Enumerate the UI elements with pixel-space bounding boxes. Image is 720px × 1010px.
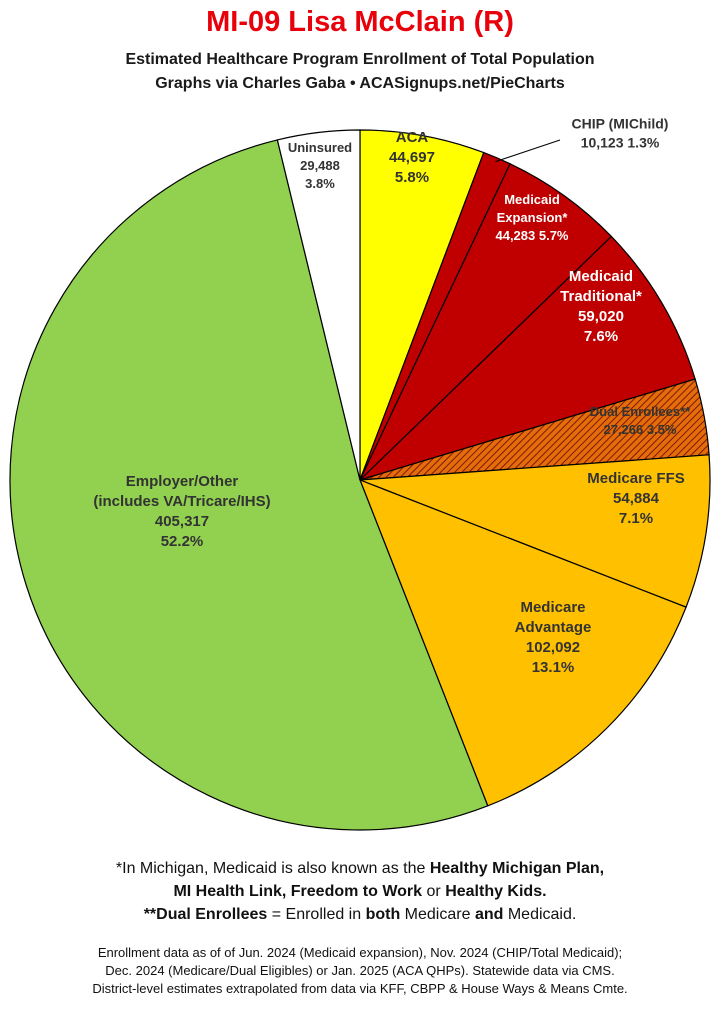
pie-slice-medicare-advantage — [358, 478, 687, 807]
source-line1: Enrollment data as of of Jun. 2024 (Medi… — [97, 945, 623, 960]
footnote-dual-enrollees: **Dual Enrollees = Enrolled in both Medi… — [0, 903, 720, 926]
footnote2-freedom-to-work: Freedom to Work — [290, 883, 423, 900]
slice-label-medicaid-traditional: Medicaid Traditional* 59,020 7.6% — [560, 268, 642, 345]
footnote3-both: both — [365, 906, 401, 923]
footnote-medicaid-programs: MI Health Link, Freedom to Work or Healt… — [0, 880, 720, 903]
footnote3-text1: = Enrolled in — [267, 906, 366, 923]
footnote1-text: *In Michigan, Medicaid is also known as … — [115, 860, 430, 877]
chart-title: MI-09 Lisa McClain (R) — [206, 6, 514, 38]
slice-label-chip-michild: CHIP (MIChild) 10,123 1.3% — [572, 116, 669, 151]
source-line2: Dec. 2024 (Medicare/Dual Eligibles) or J… — [105, 963, 615, 978]
slice-label-dual-enrollees: Dual Enrollees** 27,266 3.5% — [590, 404, 691, 437]
chart-subtitle-line1: Estimated Healthcare Program Enrollment … — [125, 51, 595, 68]
footnote2-comma: , — [281, 883, 291, 900]
source-line3: District-level estimates extrapolated fr… — [92, 981, 628, 996]
slice-label-aca: ACA 44,697 5.8% — [389, 129, 435, 186]
chart-subtitle-line2: Graphs via Charles Gaba • ACASignups.net… — [155, 75, 565, 92]
leader-line-chip-michild — [495, 139, 561, 163]
pie-slice-medicaid-expansion — [359, 163, 613, 481]
pie-slice-uninsured — [276, 129, 361, 481]
slice-label-employer-other-includes-va-tricare-ihs: Employer/Other (includes VA/Tricare/IHS) 4… — [93, 473, 270, 550]
footnote3-and: and — [474, 906, 504, 923]
pie-slice-aca — [359, 129, 485, 481]
pie-slice-medicaid-traditional — [359, 235, 696, 481]
footnote3-term: **Dual Enrollees — [143, 906, 268, 923]
pie-slice-employer-other-includes-va-tricare-ihs — [9, 139, 489, 831]
slice-label-medicare-advantage: Medicare Advantage 102,092 13.1% — [515, 599, 592, 676]
footnote1-bold: Healthy Michigan Plan, — [429, 860, 605, 877]
footnote2-mi-health-link: MI Health Link — [173, 883, 282, 900]
footnote3-text3: Medicaid. — [503, 906, 577, 923]
footnote-medicaid-names: *In Michigan, Medicaid is also known as … — [0, 857, 720, 880]
footnote2-or: or — [422, 883, 446, 900]
footnote3-text2: Medicare — [400, 906, 475, 923]
slice-label-uninsured: Uninsured 29,488 3.8% — [288, 140, 352, 191]
slice-label-medicare-ffs: Medicare FFS 54,884 7.1% — [587, 470, 685, 527]
slice-label-medicaid-expansion: Medicaid Expansion* 44,283 5.7% — [495, 192, 568, 243]
footnote2-healthy-kids: Healthy Kids. — [445, 883, 547, 900]
pie-slice-medicare-ffs — [359, 454, 711, 608]
